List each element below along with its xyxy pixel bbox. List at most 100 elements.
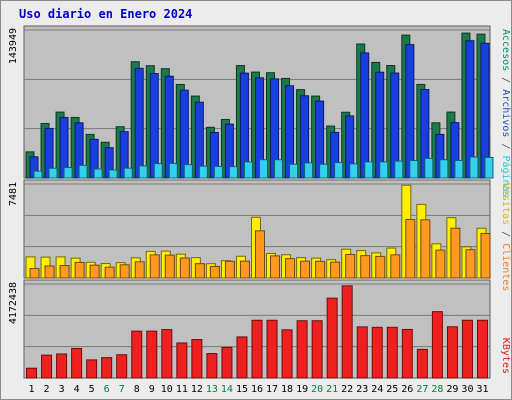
x-tick-label-22: 22	[341, 384, 353, 395]
x-tick-label-30: 30	[461, 384, 473, 395]
x-tick-label-27: 27	[416, 384, 428, 395]
kbytes-bar-kbytes-14	[221, 346, 233, 379]
visits-legend: Visitas / Clientes	[500, 183, 511, 291]
visits-bar-clientes-21	[330, 261, 341, 279]
x-tick-label-15: 15	[236, 384, 248, 395]
x-tick-label-31: 31	[476, 384, 488, 395]
traffic-bar-páginas-11	[183, 164, 193, 179]
visits-bar-clientes-15	[239, 260, 250, 279]
visits-bar-clientes-28	[435, 249, 446, 279]
x-tick-label-29: 29	[446, 384, 458, 395]
traffic-bar-páginas-12	[198, 165, 208, 179]
x-tick-label-10: 10	[161, 384, 173, 395]
visits-bar-clientes-4	[74, 261, 85, 279]
kbytes-bar-kbytes-24	[371, 326, 383, 379]
traffic-bar-archivos-23	[360, 52, 370, 179]
x-tick-label-21: 21	[326, 384, 338, 395]
visits-bar-clientes-8	[134, 261, 145, 279]
traffic-bar-páginas-22	[349, 163, 359, 179]
x-tick-label-25: 25	[386, 384, 398, 395]
kbytes-bar-kbytes-31	[476, 319, 488, 379]
visits-bar-clientes-1	[29, 268, 40, 279]
x-tick-label-3: 3	[59, 384, 65, 395]
traffic-legend-item-4: Páginas	[500, 155, 512, 197]
x-tick-label-8: 8	[134, 384, 140, 395]
x-tick-label-1: 1	[29, 384, 35, 395]
visits-bar-clientes-25	[390, 254, 401, 279]
x-tick-label-24: 24	[371, 384, 383, 395]
visits-bar-clientes-16	[254, 230, 265, 279]
visits-bar-clientes-30	[465, 249, 476, 279]
traffic-bar-páginas-10	[168, 162, 178, 179]
kbytes-bar-kbytes-2	[41, 354, 53, 379]
kbytes-bar-kbytes-7	[116, 354, 128, 379]
traffic-bar-páginas-20	[319, 163, 329, 179]
traffic-bar-archivos-26	[405, 44, 415, 179]
visits-bar-clientes-10	[164, 254, 175, 279]
visits-bar-clientes-29	[450, 227, 461, 279]
visits-bar-clientes-11	[179, 257, 190, 279]
kbytes-bar-kbytes-16	[251, 319, 263, 379]
traffic-bar-páginas-14	[228, 166, 238, 179]
traffic-bar-páginas-24	[379, 161, 389, 179]
visits-bar-clientes-17	[270, 255, 281, 279]
x-tick-label-17: 17	[266, 384, 278, 395]
kbytes-bar-kbytes-8	[131, 330, 143, 379]
visits-bar-clientes-6	[104, 266, 115, 279]
visits-bar-clientes-23	[360, 255, 371, 279]
kbytes-bar-kbytes-27	[416, 348, 428, 379]
kbytes-bar-kbytes-18	[281, 329, 293, 379]
kbytes-legend: KBytes	[500, 338, 511, 374]
kbytes-legend-item-0: KBytes	[500, 338, 511, 374]
x-tick-label-16: 16	[251, 384, 263, 395]
visits-bar-clientes-13	[209, 265, 220, 279]
visits-bar-clientes-27	[420, 219, 431, 279]
traffic-bar-páginas-2	[48, 167, 58, 179]
x-tick-label-13: 13	[206, 384, 218, 395]
traffic-bar-páginas-31	[484, 156, 494, 179]
visits-bar-clientes-3	[59, 265, 70, 279]
visits-bar-clientes-24	[375, 255, 386, 279]
traffic-bar-archivos-9	[149, 73, 159, 179]
kbytes-bar-kbytes-5	[86, 359, 98, 379]
traffic-bar-páginas-25	[394, 160, 404, 179]
x-tick-label-20: 20	[311, 384, 323, 395]
x-tick-label-28: 28	[431, 384, 443, 395]
traffic-bar-páginas-7	[123, 167, 133, 179]
visits-ymax-label: 7481	[8, 182, 19, 206]
traffic-legend: Accesos / Archivos / Páginas	[500, 29, 512, 198]
x-tick-label-19: 19	[296, 384, 308, 395]
visits-legend-item-0: Visitas	[500, 183, 511, 225]
kbytes-bar-kbytes-29	[446, 326, 458, 379]
x-tick-label-7: 7	[119, 384, 125, 395]
x-tick-label-18: 18	[281, 384, 293, 395]
visits-bar-clientes-7	[119, 264, 130, 279]
visits-bar-clientes-2	[44, 265, 55, 279]
kbytes-bar-kbytes-17	[266, 319, 278, 379]
traffic-bar-páginas-27	[424, 157, 434, 179]
kbytes-bar-kbytes-4	[71, 347, 83, 379]
traffic-bar-páginas-19	[304, 162, 314, 179]
kbytes-bar-kbytes-19	[296, 320, 308, 379]
kbytes-bar-kbytes-30	[461, 319, 473, 379]
kbytes-bar-kbytes-15	[236, 336, 248, 379]
traffic-bar-páginas-23	[364, 161, 374, 179]
x-tick-label-6: 6	[104, 384, 110, 395]
x-tick-label-14: 14	[221, 384, 233, 395]
traffic-ymax-label: 143949	[8, 28, 19, 64]
x-tick-label-11: 11	[176, 384, 188, 395]
kbytes-bar-kbytes-28	[431, 311, 443, 379]
kbytes-bar-kbytes-9	[146, 330, 158, 379]
kbytes-bar-kbytes-6	[101, 357, 113, 379]
traffic-bar-páginas-6	[108, 169, 118, 179]
visits-bar-clientes-20	[315, 260, 326, 279]
x-tick-label-9: 9	[149, 384, 155, 395]
traffic-bar-páginas-15	[243, 161, 253, 179]
x-tick-label-2: 2	[44, 384, 50, 395]
traffic-bar-páginas-8	[138, 165, 148, 179]
traffic-bar-páginas-3	[63, 167, 73, 179]
traffic-bar-páginas-5	[93, 168, 103, 179]
traffic-bar-páginas-26	[409, 160, 419, 179]
